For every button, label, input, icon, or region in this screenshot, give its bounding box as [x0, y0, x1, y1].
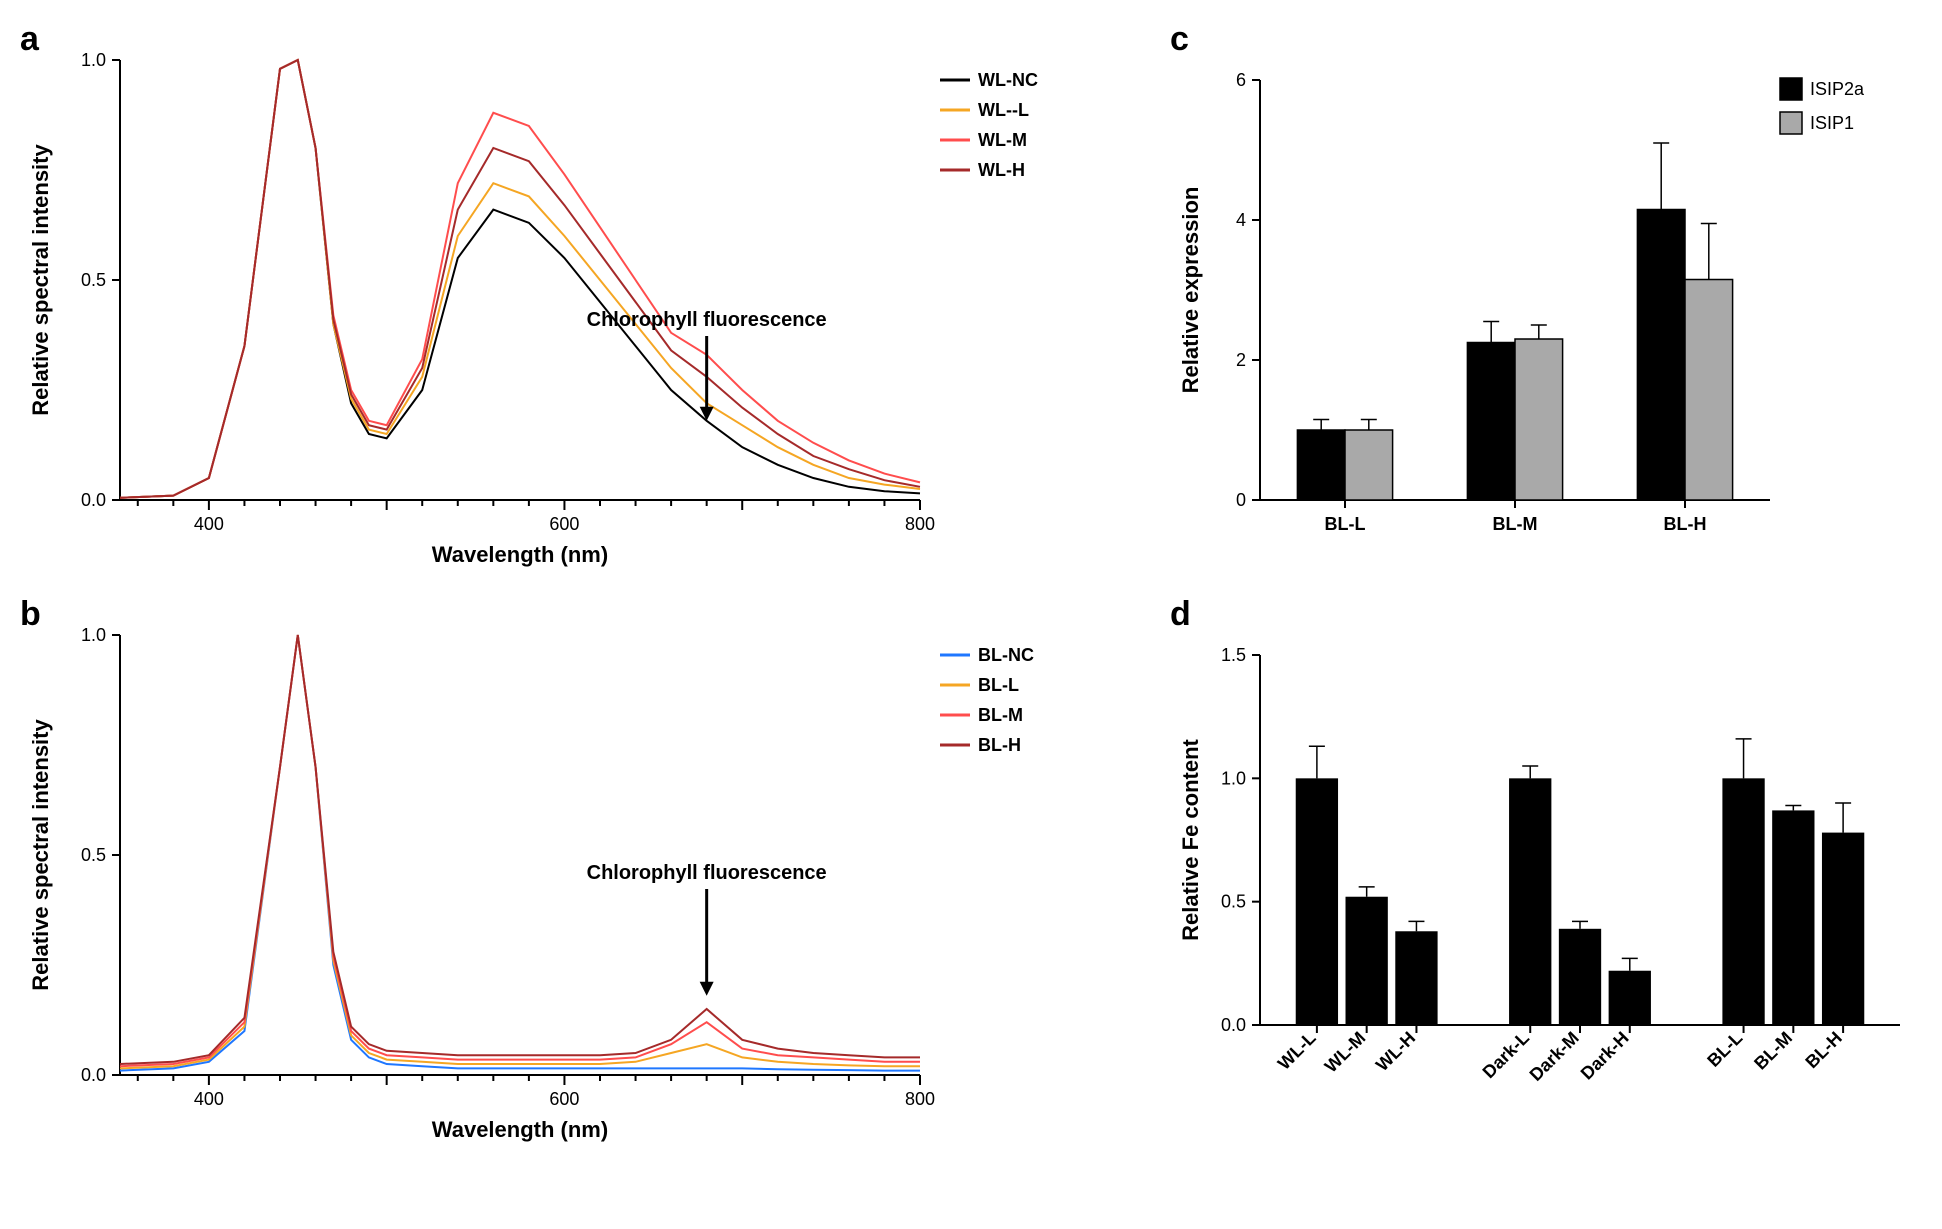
svg-text:WL-H: WL-H — [1372, 1028, 1419, 1075]
panel-b-chart: 0.0 0.5 1.0 400 600 800 Chlorophyll fluorescen… — [20, 595, 1120, 1155]
svg-text:4: 4 — [1236, 210, 1246, 230]
svg-text:ISIP2a: ISIP2a — [1810, 79, 1865, 99]
svg-text:Dark-H: Dark-H — [1577, 1028, 1633, 1084]
svg-text:Relative spectral intensity: Relative spectral intensity — [28, 719, 53, 991]
svg-text:0.5: 0.5 — [1221, 892, 1246, 912]
svg-text:BL-L: BL-L — [978, 675, 1019, 695]
svg-text:WL-M: WL-M — [1321, 1028, 1370, 1077]
figure-container: a 0.0 0.5 1.0 400 600 800 Chlorophyll fluoresc… — [20, 20, 1920, 1160]
svg-text:WL--L: WL--L — [978, 100, 1029, 120]
svg-text:Wavelength (nm): Wavelength (nm) — [432, 542, 608, 567]
svg-text:0.0: 0.0 — [81, 490, 106, 510]
svg-text:Relative spectral intensity: Relative spectral intensity — [28, 144, 53, 416]
svg-text:6: 6 — [1236, 70, 1246, 90]
svg-text:400: 400 — [194, 1089, 224, 1109]
svg-text:BL-H: BL-H — [1664, 514, 1707, 534]
svg-text:ISIP1: ISIP1 — [1810, 113, 1854, 133]
svg-text:0.0: 0.0 — [1221, 1015, 1246, 1035]
svg-text:1.0: 1.0 — [81, 50, 106, 70]
svg-text:2: 2 — [1236, 350, 1246, 370]
svg-text:BL-M: BL-M — [1493, 514, 1538, 534]
panel-c-label: c — [1170, 20, 1189, 59]
panel-a-chart: 0.0 0.5 1.0 400 600 800 Chlorophyll fluorescen… — [20, 20, 1120, 580]
panel-c: c 0 2 4 6 BL-L BL-M BL-H Relative expression ISI… — [1170, 20, 1930, 585]
panel-a: a 0.0 0.5 1.0 400 600 800 Chlorophyll fluoresc… — [20, 20, 1160, 585]
panel-d-chart: 0.0 0.5 1.0 1.5 WL-LWL-MWL-H Dark-LDark-MDark… — [1170, 595, 1920, 1155]
panel-a-label: a — [20, 20, 39, 59]
svg-text:BL-M: BL-M — [978, 705, 1023, 725]
svg-text:Relative expression: Relative expression — [1178, 187, 1203, 394]
svg-text:WL-H: WL-H — [978, 160, 1025, 180]
svg-text:BL-L: BL-L — [1325, 514, 1366, 534]
svg-text:600: 600 — [549, 1089, 579, 1109]
svg-text:0: 0 — [1236, 490, 1246, 510]
svg-text:WL-L: WL-L — [1274, 1028, 1320, 1074]
panel-c-chart: 0 2 4 6 BL-L BL-M BL-H Relative expression ISIP2… — [1170, 20, 1920, 580]
svg-text:Chlorophyll fluorescence: Chlorophyll fluorescence — [587, 862, 827, 884]
svg-text:0.5: 0.5 — [81, 845, 106, 865]
svg-text:Dark-M: Dark-M — [1526, 1028, 1583, 1085]
svg-text:WL-M: WL-M — [978, 130, 1027, 150]
svg-text:800: 800 — [905, 514, 935, 534]
svg-text:0.0: 0.0 — [81, 1065, 106, 1085]
svg-text:1.0: 1.0 — [1221, 768, 1246, 788]
svg-text:BL-M: BL-M — [1750, 1028, 1796, 1074]
panel-b: b 0.0 0.5 1.0 400 600 800 Chlorophyll fluoresc… — [20, 595, 1160, 1160]
panel-d: d 0.0 0.5 1.0 1.5 WL-LWL-MWL-H Dark-LDark-MDa… — [1170, 595, 1930, 1160]
panel-b-label: b — [20, 595, 41, 634]
svg-text:BL-H: BL-H — [1801, 1028, 1846, 1073]
svg-text:BL-H: BL-H — [978, 735, 1021, 755]
svg-text:BL-NC: BL-NC — [978, 645, 1034, 665]
panel-d-label: d — [1170, 595, 1191, 634]
svg-text:800: 800 — [905, 1089, 935, 1109]
svg-text:WL-NC: WL-NC — [978, 70, 1038, 90]
svg-text:0.5: 0.5 — [81, 270, 106, 290]
svg-text:600: 600 — [549, 514, 579, 534]
svg-text:Dark-L: Dark-L — [1479, 1028, 1533, 1082]
svg-text:1.5: 1.5 — [1221, 645, 1246, 665]
svg-text:Relative Fe content: Relative Fe content — [1178, 738, 1203, 940]
svg-text:Wavelength (nm): Wavelength (nm) — [432, 1117, 608, 1142]
svg-text:Chlorophyll fluorescence: Chlorophyll fluorescence — [587, 309, 827, 331]
svg-text:1.0: 1.0 — [81, 625, 106, 645]
svg-text:BL-L: BL-L — [1703, 1028, 1746, 1071]
svg-text:400: 400 — [194, 514, 224, 534]
